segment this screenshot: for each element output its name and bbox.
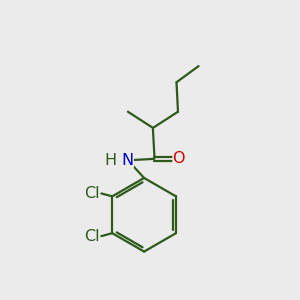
Text: H: H — [104, 153, 116, 168]
Text: Cl: Cl — [84, 229, 99, 244]
Text: N: N — [122, 153, 134, 168]
Text: Cl: Cl — [84, 186, 99, 201]
Text: O: O — [172, 151, 185, 166]
